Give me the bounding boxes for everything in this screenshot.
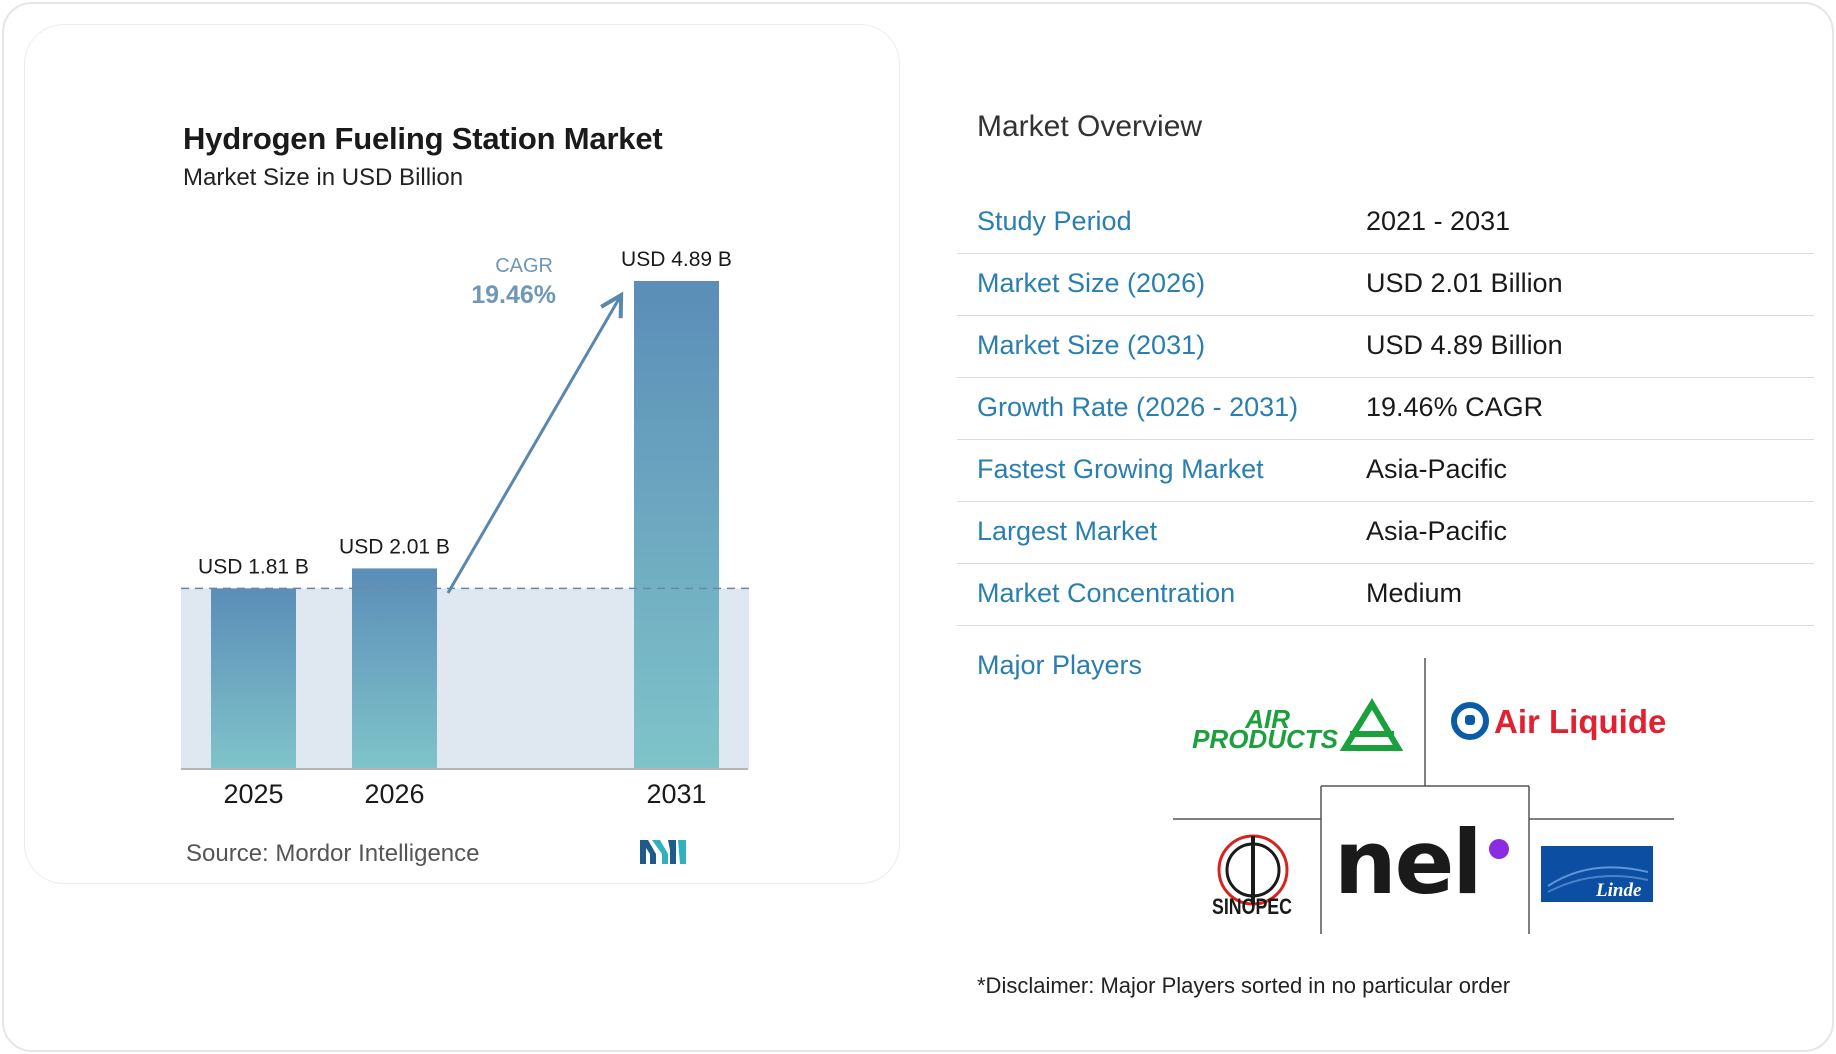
- chart-source: Source: Mordor Intelligence: [186, 840, 480, 867]
- overview-row-label: Fastest Growing Market: [977, 454, 1264, 484]
- logo-grid-lines: [1173, 658, 1674, 934]
- bar-2031: [634, 281, 719, 769]
- overview-row-value: USD 4.89 Billion: [1366, 330, 1563, 360]
- nel-logo-text: nel: [1334, 811, 1481, 914]
- x-tick-label-2026: 2026: [364, 779, 424, 809]
- sinopec-logo-text: SINOPEC: [1212, 894, 1292, 919]
- data-label-2025: USD 1.81 B: [198, 555, 309, 578]
- major-players-label: Major Players: [977, 650, 1143, 680]
- nel-logo-dot: [1489, 839, 1509, 859]
- cagr-label: CAGR: [495, 255, 553, 277]
- linde-logo-text: Linde: [1595, 880, 1642, 901]
- overview-row-label: Study Period: [977, 206, 1132, 236]
- cagr-value: 19.46%: [471, 281, 556, 309]
- chart-title: Hydrogen Fueling Station Market: [183, 121, 663, 156]
- cagr-arrow: [446, 291, 624, 594]
- overview-row: Market Size (2031) USD 4.89 Billion: [957, 316, 1814, 378]
- x-tick-label-2025: 2025: [223, 779, 283, 809]
- overview-row: Market Size (2026) USD 2.01 Billion: [957, 254, 1814, 316]
- players-disclaimer: *Disclaimer: Major Players sorted in no …: [977, 973, 1511, 998]
- overview-row-value: 19.46% CAGR: [1366, 392, 1544, 422]
- overview-table: Study Period 2021 - 2031 Market Size (20…: [957, 192, 1814, 626]
- overview-row: Largest Market Asia-Pacific: [957, 502, 1814, 564]
- bar-2026: [352, 568, 437, 769]
- overview-row: Study Period 2021 - 2031: [957, 192, 1814, 254]
- air-products-logo-bottom-text: PRODUCTS: [1192, 724, 1339, 754]
- overview-row-label: Market Concentration: [977, 578, 1236, 608]
- overview-row: Fastest Growing Market Asia-Pacific: [957, 440, 1814, 502]
- overview-title: Market Overview: [977, 110, 1203, 143]
- data-label-2026: USD 2.01 B: [339, 535, 450, 558]
- overview-row-label: Market Size (2031): [977, 330, 1206, 360]
- air-liquide-logo: Air Liquide: [1451, 702, 1666, 740]
- chart-subtitle: Market Size in USD Billion: [183, 164, 464, 191]
- data-label-2031: USD 4.89 B: [621, 248, 732, 271]
- air-products-logo-top-text: AIR: [1244, 704, 1290, 734]
- overview-row-label: Market Size (2026): [977, 268, 1206, 298]
- overview-row-label: Largest Market: [977, 516, 1158, 546]
- overview-row-value: Asia-Pacific: [1366, 454, 1508, 484]
- nel-logo: nel: [1334, 811, 1509, 914]
- overview-row-value: USD 2.01 Billion: [1366, 268, 1563, 298]
- air-liquide-logo-text: Air Liquide: [1494, 703, 1666, 740]
- overview-row: Market Concentration Medium: [957, 564, 1814, 626]
- x-tick-label-2031: 2031: [646, 779, 706, 809]
- overview-row-label: Growth Rate (2026 - 2031): [977, 392, 1299, 422]
- overview-row: Growth Rate (2026 - 2031) 19.46% CAGR: [957, 378, 1814, 440]
- linde-logo: Linde: [1541, 846, 1653, 902]
- sinopec-logo: SINOPEC: [1212, 834, 1292, 919]
- overview-row-value: 2021 - 2031: [1366, 206, 1511, 236]
- air-products-logo: AIR PRODUCTS: [1192, 698, 1404, 754]
- overview-row-value: Asia-Pacific: [1366, 516, 1508, 546]
- bar-2025: [211, 588, 296, 769]
- mordor-intelligence-logo: [640, 840, 686, 864]
- overview-row-value: Medium: [1366, 578, 1463, 608]
